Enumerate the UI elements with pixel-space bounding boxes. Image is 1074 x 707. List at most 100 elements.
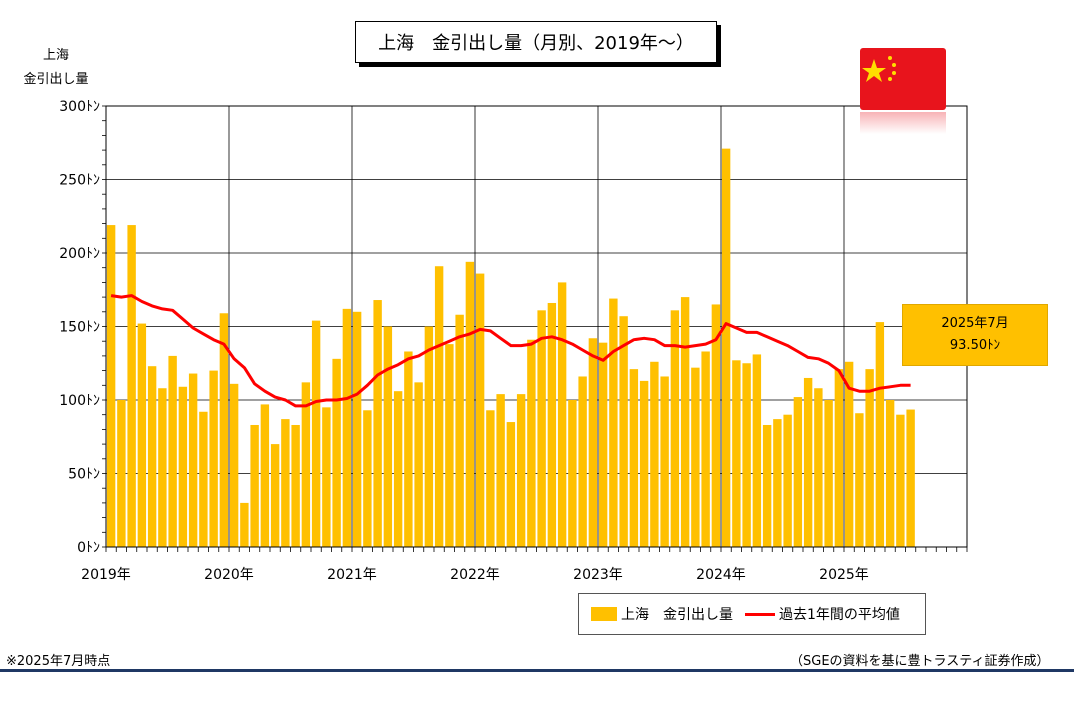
bar <box>619 316 628 547</box>
bar <box>260 404 270 547</box>
average-line <box>110 294 911 408</box>
bar <box>158 388 167 547</box>
bar <box>291 424 300 547</box>
x-tick-label: 2020年 <box>204 567 254 583</box>
bar <box>527 339 536 547</box>
bar <box>598 342 608 547</box>
chart-legend: 上海 金引出し量 過去1年間の平均値 <box>578 593 926 635</box>
y-tick-label: 200ﾄﾝ <box>59 246 100 262</box>
bar <box>742 363 751 547</box>
bar <box>506 422 516 547</box>
bar <box>455 314 464 547</box>
y-axis-label: 上海 金引出し量 <box>14 44 98 92</box>
bar <box>660 376 669 547</box>
bar <box>752 354 762 547</box>
bar <box>434 266 444 547</box>
bar <box>814 388 823 547</box>
bar <box>137 323 147 547</box>
bar <box>732 360 741 547</box>
footnote: ※2025年7月時点 <box>6 654 111 669</box>
x-tick-label: 2025年 <box>819 567 869 583</box>
bar <box>834 369 844 547</box>
bar <box>691 367 700 547</box>
x-tick-label: 2023年 <box>573 567 623 583</box>
bar <box>209 370 218 547</box>
bar <box>906 409 915 547</box>
y-axis-label-line1: 上海 <box>42 48 69 63</box>
bar <box>168 355 177 547</box>
bar <box>568 400 577 547</box>
bar <box>824 400 833 547</box>
bar <box>414 382 423 547</box>
bar <box>445 344 454 547</box>
bar <box>578 376 587 547</box>
bar <box>639 380 649 547</box>
bar <box>219 313 229 547</box>
bar <box>629 369 639 547</box>
bar <box>270 444 280 547</box>
y-tick-label: 100ﾄﾝ <box>59 393 100 409</box>
chart-title: 上海 金引出し量（月別、2019年～） <box>355 21 717 63</box>
bottom-rule <box>0 669 1074 672</box>
x-tick-label: 2021年 <box>327 567 377 583</box>
bar <box>311 320 321 547</box>
bar <box>701 351 710 547</box>
bar <box>670 310 680 547</box>
bar <box>609 298 618 547</box>
y-tick-label: 150ﾄﾝ <box>59 320 100 336</box>
bar <box>537 310 546 547</box>
bar <box>240 502 249 547</box>
bar <box>393 391 403 547</box>
bar <box>547 302 557 547</box>
bar <box>147 366 157 547</box>
y-tick-label: 300ﾄﾝ <box>59 99 100 115</box>
legend-swatch-bar <box>591 607 617 621</box>
x-tick-label: 2019年 <box>81 567 131 583</box>
bar <box>363 410 372 547</box>
bar <box>711 304 721 547</box>
bar <box>229 383 239 547</box>
bar <box>475 273 485 547</box>
bar <box>250 424 259 547</box>
bar <box>188 373 198 547</box>
x-tick-label: 2022年 <box>450 567 500 583</box>
bar <box>875 322 885 547</box>
y-tick-label: 0ﾄﾝ <box>77 540 100 556</box>
bar <box>865 369 874 547</box>
source-note: （SGEの資料を基に豊トラスティ証券作成） <box>790 654 1050 669</box>
bar <box>199 411 208 547</box>
bar <box>793 397 803 547</box>
bar <box>844 361 854 547</box>
bar <box>117 400 126 547</box>
bar <box>342 308 352 547</box>
bar <box>404 351 413 547</box>
callout-date: 2025年7月 <box>941 316 1009 331</box>
bar <box>301 382 311 547</box>
callout-value: 93.50ﾄﾝ <box>949 338 1001 353</box>
bar <box>803 377 813 547</box>
legend-label-bar: 上海 金引出し量 <box>621 607 733 623</box>
bar <box>106 225 116 547</box>
bar <box>352 311 362 547</box>
bar <box>281 419 290 547</box>
x-tick-label: 2024年 <box>696 567 746 583</box>
bar <box>332 358 341 547</box>
bar <box>588 338 598 547</box>
legend-swatch-line <box>745 612 775 616</box>
bar <box>178 386 188 547</box>
bar <box>557 282 567 547</box>
bar <box>486 410 495 547</box>
bar <box>721 148 731 547</box>
bar <box>373 300 382 547</box>
y-tick-label: 250ﾄﾝ <box>59 173 100 189</box>
legend-label-line: 過去1年間の平均値 <box>779 607 900 623</box>
y-tick-label: 50ﾄﾝ <box>68 467 100 483</box>
bar <box>762 424 772 547</box>
bar <box>773 419 782 547</box>
bar <box>465 261 475 547</box>
bar <box>322 407 331 547</box>
china-flag-icon <box>860 48 946 110</box>
bar <box>885 400 895 547</box>
bar <box>127 225 136 547</box>
